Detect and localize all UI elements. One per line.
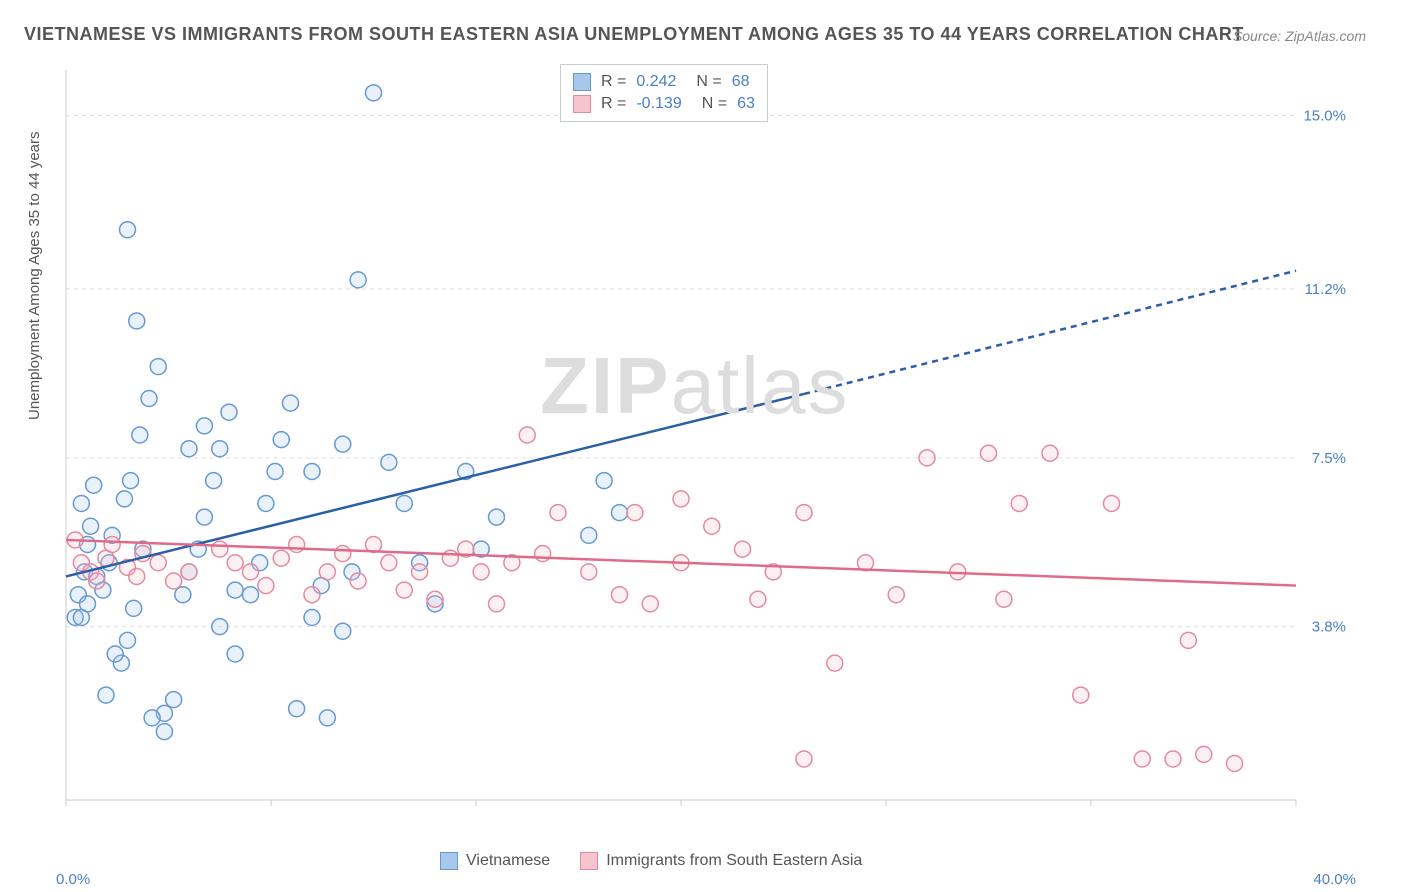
swatch-legend-1 [440, 852, 458, 870]
svg-text:7.5%: 7.5% [1312, 450, 1346, 467]
legend-label-1: Vietnamese [466, 852, 550, 870]
x-axis-end-label: 40.0% [1313, 871, 1356, 888]
correlation-legend: R = 0.242 N = 68 R = -0.139 N = 63 [560, 64, 768, 122]
legend-item-2: Immigrants from South Eastern Asia [580, 852, 862, 870]
scatter-plot-svg: 3.8% 7.5% 11.2% 15.0% [56, 60, 1356, 830]
chart-plot-area: 3.8% 7.5% 11.2% 15.0% [56, 60, 1356, 830]
svg-text:3.8%: 3.8% [1312, 619, 1346, 636]
chart-title: VIETNAMESE VS IMMIGRANTS FROM SOUTH EAST… [24, 24, 1244, 45]
legend-label-2: Immigrants from South Eastern Asia [606, 852, 862, 870]
correlation-row-2: R = -0.139 N = 63 [573, 93, 755, 115]
correlation-row-1: R = 0.242 N = 68 [573, 71, 755, 93]
swatch-series-2 [573, 95, 591, 113]
y-axis-label: Unemployment Among Ages 35 to 44 years [26, 131, 43, 420]
swatch-series-1 [573, 73, 591, 91]
series-legend: Vietnamese Immigrants from South Eastern… [440, 852, 862, 870]
x-axis-start-label: 0.0% [56, 871, 90, 888]
legend-item-1: Vietnamese [440, 852, 550, 870]
source-attribution: Source: ZipAtlas.com [1233, 28, 1366, 44]
swatch-legend-2 [580, 852, 598, 870]
svg-text:11.2%: 11.2% [1305, 281, 1346, 298]
svg-text:15.0%: 15.0% [1303, 108, 1346, 125]
